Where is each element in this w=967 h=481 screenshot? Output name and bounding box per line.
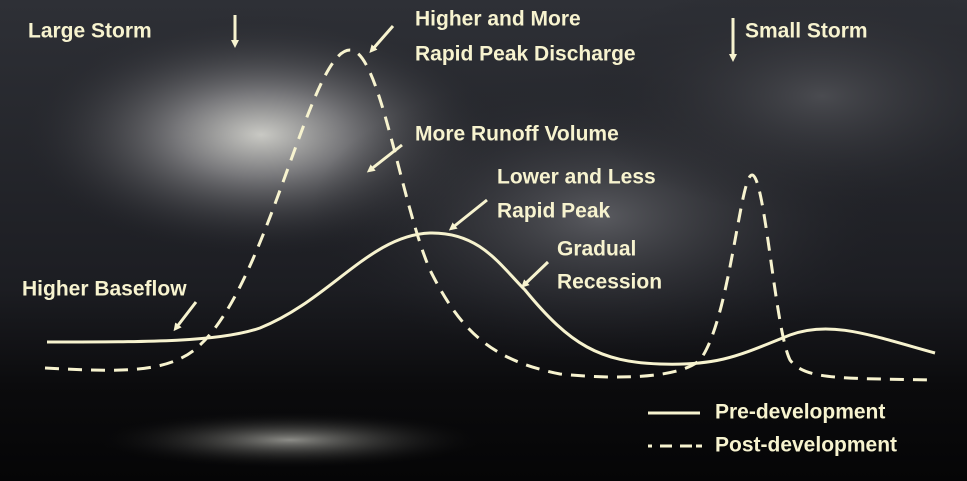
label: Rapid Peak [497,200,611,223]
post-development-curve [44,48,931,382]
label: Large Storm [28,20,152,43]
label: Small Storm [745,20,868,43]
legend-label: Post-development [715,434,897,457]
legend-label: Pre-development [715,401,885,424]
label: Gradual [557,238,636,261]
label: Lower and Less [497,166,656,189]
label: Recession [557,271,662,294]
label: Higher and More [415,8,581,31]
arrows [173,15,737,332]
label: More Runoff Volume [415,123,619,146]
label: Rapid Peak Discharge [415,43,636,66]
label: Higher Baseflow [22,278,187,301]
pre-development-curve [46,231,936,366]
legend: Pre-development Post-development [648,401,897,457]
